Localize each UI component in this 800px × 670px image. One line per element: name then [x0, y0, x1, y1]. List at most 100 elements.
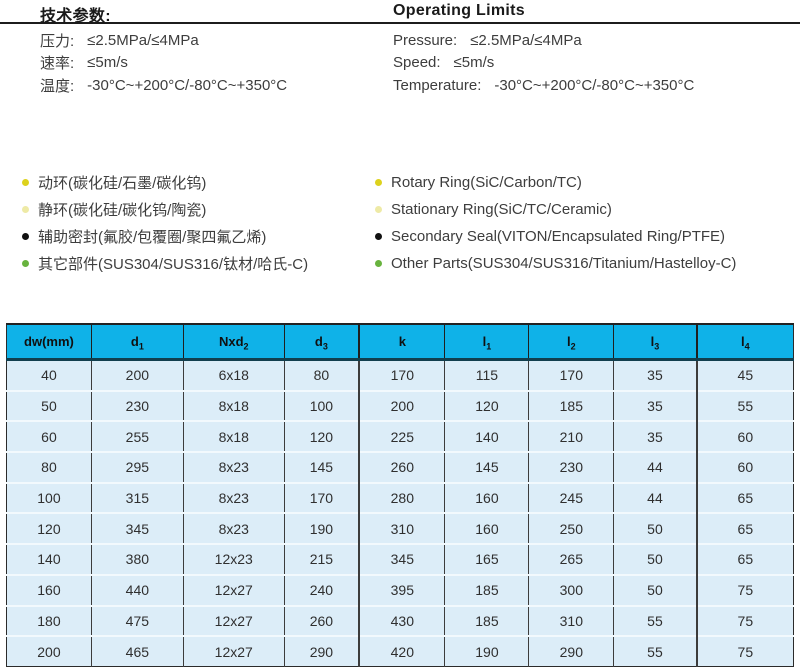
- table-cell: 165: [444, 543, 529, 575]
- zh-spec-value: ≤2.5MPa/≤4MPa: [87, 31, 199, 49]
- table-cell: 6x18: [182, 359, 285, 391]
- en-material-item: Stationary Ring(SiC/TC/Ceramic): [375, 196, 736, 223]
- bullet-icon: [22, 179, 29, 186]
- table-cell: 140: [6, 543, 92, 575]
- table-cell: 75: [695, 573, 794, 606]
- zh-spec-line: 温度: -30°C~+200°C/-80°C~+350°C: [40, 74, 287, 97]
- table-cell: 230: [90, 389, 184, 422]
- table-cell: 185: [444, 573, 529, 606]
- table-cell: 210: [528, 420, 614, 453]
- table-cell: 170: [358, 359, 445, 391]
- en-spec-label: Pressure:: [393, 31, 458, 49]
- header-rule: [0, 22, 800, 24]
- table-cell: 12x27: [182, 573, 285, 606]
- table-cell: 420: [358, 635, 445, 667]
- en-material-text: Other Parts(SUS304/SUS316/Titanium/Haste…: [391, 255, 737, 272]
- dimensions-table-body: 40 200 6x18 80 170 115 170 35 45 50 230 8x18 100 200 1…: [6, 359, 794, 667]
- table-cell: 8x23: [182, 512, 285, 545]
- zh-spec-label: 速率:: [40, 55, 75, 73]
- table-cell: 190: [283, 512, 360, 545]
- table-cell: 380: [90, 543, 184, 575]
- en-spec-value: ≤5m/s: [453, 54, 495, 72]
- table-cell: 345: [358, 543, 445, 575]
- table-cell: 100: [283, 389, 360, 422]
- table-cell: 115: [444, 359, 529, 391]
- en-material-item: Secondary Seal(VITON/Encapsulated Ring/P…: [375, 223, 736, 250]
- dimensions-table-header: dw(mm) d1 Nxd2 d3 k l1 l2 l3 l4: [6, 324, 794, 361]
- table-header-row: dw(mm) d1 Nxd2 d3 k l1 l2 l3 l4: [6, 324, 794, 361]
- en-material-item: Rotary Ring(SiC/Carbon/TC): [375, 169, 736, 196]
- table-cell: 160: [6, 573, 92, 606]
- operating-limits-title: Operating Limits: [393, 2, 525, 19]
- en-spec-line: Speed: ≤5m/s: [393, 52, 694, 75]
- table-column-header: l3: [613, 324, 697, 361]
- table-cell: 60: [695, 420, 794, 453]
- table-cell: 40: [6, 359, 92, 391]
- table-cell: 260: [283, 604, 360, 637]
- en-spec-value: ≤2.5MPa/≤4MPa: [470, 31, 582, 49]
- table-cell: 475: [90, 604, 184, 637]
- table-cell: 120: [6, 512, 92, 545]
- table-cell: 245: [528, 481, 614, 514]
- table-cell: 50: [613, 573, 697, 606]
- bullet-icon: [375, 206, 382, 213]
- table-cell: 145: [444, 451, 529, 483]
- table-cell: 12x27: [182, 604, 285, 637]
- table-cell: 50: [613, 543, 697, 575]
- en-spec-label: Temperature:: [393, 76, 482, 94]
- table-cell: 55: [613, 604, 697, 637]
- bullet-icon: [22, 206, 29, 213]
- table-cell: 225: [358, 420, 445, 453]
- zh-material-item: 辅助密封(氟胶/包覆圈/聚四氟乙烯): [22, 223, 308, 250]
- table-cell: 230: [528, 451, 614, 483]
- table-column-header: Nxd2: [182, 324, 285, 361]
- dimensions-table: dw(mm) d1 Nxd2 d3 k l1 l2 l3 l4 40 200 6x18 80 170 11…: [6, 323, 794, 667]
- table-cell: 12x23: [182, 543, 285, 575]
- table-column-header: dw(mm): [6, 324, 92, 361]
- materials-en-list: Rotary Ring(SiC/Carbon/TC) Stationary Rin…: [375, 169, 736, 277]
- table-cell: 295: [90, 451, 184, 483]
- table-cell: 260: [358, 451, 445, 483]
- zh-spec-line: 速率: ≤5m/s: [40, 52, 287, 75]
- zh-material-item: 其它部件(SUS304/SUS316/钛材/哈氏-C): [22, 250, 308, 277]
- table-cell: 55: [695, 389, 794, 422]
- zh-spec-label: 温度:: [40, 77, 75, 95]
- table-cell: 8x23: [182, 451, 285, 483]
- table-cell: 80: [283, 359, 360, 391]
- table-cell: 120: [444, 389, 529, 422]
- table-cell: 44: [613, 451, 697, 483]
- zh-material-item: 静环(碳化硅/碳化钨/陶瓷): [22, 196, 308, 223]
- table-cell: 50: [613, 512, 697, 545]
- table-cell: 100: [6, 481, 92, 514]
- table-cell: 65: [695, 481, 794, 514]
- table-row: 40 200 6x18 80 170 115 170 35 45: [6, 359, 794, 391]
- table-cell: 8x18: [182, 389, 285, 422]
- table-row: 100 315 8x23 170 280 160 245 44 65: [6, 481, 794, 514]
- table-cell: 140: [444, 420, 529, 453]
- table-row: 180 475 12x27 260 430 185 310 55 75: [6, 604, 794, 637]
- bullet-icon: [375, 260, 382, 267]
- table-cell: 160: [444, 512, 529, 545]
- zh-material-item: 动环(碳化硅/石墨/碳化钨): [22, 169, 308, 196]
- table-cell: 120: [283, 420, 360, 453]
- en-material-text: Stationary Ring(SiC/TC/Ceramic): [391, 201, 612, 218]
- table-column-header: k: [358, 324, 445, 361]
- en-material-text: Secondary Seal(VITON/Encapsulated Ring/P…: [391, 228, 726, 245]
- table-cell: 310: [358, 512, 445, 545]
- table-row: 120 345 8x23 190 310 160 250 50 65: [6, 512, 794, 545]
- table-column-header: d1: [90, 324, 184, 361]
- table-cell: 44: [613, 481, 697, 514]
- table-cell: 35: [613, 420, 697, 453]
- bullet-icon: [22, 233, 29, 240]
- bullet-icon: [375, 179, 382, 186]
- table-cell: 395: [358, 573, 445, 606]
- bullet-icon: [22, 260, 29, 267]
- table-cell: 8x18: [182, 420, 285, 453]
- table-row: 140 380 12x23 215 345 165 265 50 65: [6, 543, 794, 575]
- table-column-header: d3: [283, 324, 360, 361]
- table-cell: 255: [90, 420, 184, 453]
- tech-params-zh-section: 技术参数: 压力: ≤2.5MPa/≤4MPa 速率: ≤5m/s 温度: -30°C~+…: [40, 2, 287, 97]
- table-cell: 280: [358, 481, 445, 514]
- table-cell: 50: [6, 389, 92, 422]
